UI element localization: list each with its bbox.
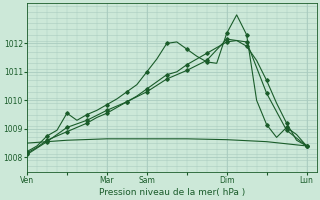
X-axis label: Pression niveau de la mer( hPa ): Pression niveau de la mer( hPa ) <box>99 188 245 197</box>
